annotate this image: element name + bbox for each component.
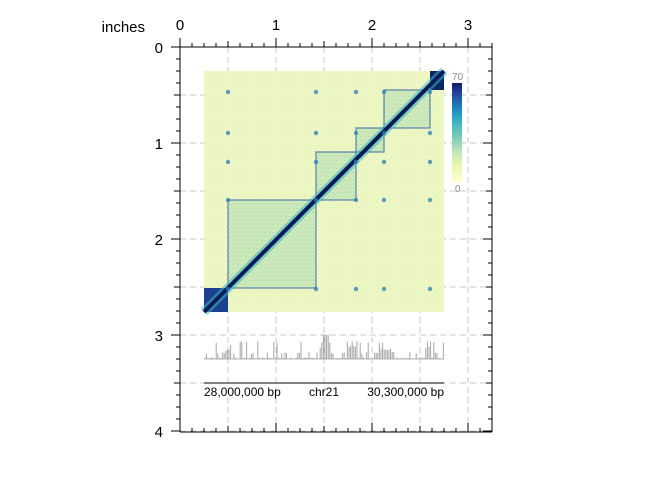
interaction-dot — [381, 159, 387, 165]
hic-heatmap — [200, 67, 448, 316]
top-ruler-label: 1 — [272, 17, 280, 34]
diagonal — [202, 69, 446, 314]
interaction-dot — [353, 130, 359, 136]
left-ruler — [171, 46, 181, 432]
left-ruler-label: 1 — [155, 136, 163, 153]
left-ruler-label: 0 — [155, 40, 163, 57]
interaction-dot — [225, 159, 231, 165]
color-scale-max-label: 70 — [452, 72, 464, 83]
interaction-dot — [353, 197, 359, 203]
top-ruler-label: 2 — [368, 17, 376, 34]
color-scale-min-label: 0 — [455, 184, 461, 195]
interaction-dot — [427, 130, 433, 136]
genome-end-label: 30,300,000 bp — [367, 385, 444, 399]
interaction-dot — [427, 197, 433, 203]
ruler-unit-label: inches — [102, 19, 145, 36]
interaction-dot — [427, 286, 433, 292]
interaction-dot — [313, 197, 319, 203]
interaction-dot — [313, 130, 319, 136]
interaction-dot — [353, 89, 359, 95]
interaction-dot — [225, 197, 231, 203]
interaction-dots — [225, 89, 433, 292]
bottom-ruler — [179, 423, 493, 433]
interaction-dot — [381, 89, 387, 95]
interaction-dot — [353, 286, 359, 292]
interaction-dot — [225, 130, 231, 136]
interaction-dot — [225, 286, 231, 292]
interaction-dot — [313, 159, 319, 165]
interaction-dot — [225, 89, 231, 95]
interaction-dot — [427, 159, 433, 165]
right-ruler — [483, 46, 493, 432]
genome-start-label: 28,000,000 bp — [204, 385, 281, 399]
interaction-dot — [381, 286, 387, 292]
signal-track — [204, 335, 444, 359]
left-ruler-label: 4 — [155, 424, 163, 441]
interaction-dot — [381, 130, 387, 136]
top-ruler-label: 3 — [464, 17, 472, 34]
color-scale-bar — [452, 83, 462, 183]
chromosome-label: chr21 — [309, 385, 339, 399]
interaction-dot — [313, 286, 319, 292]
top-ruler-label: 0 — [176, 17, 184, 34]
interaction-dot — [427, 89, 433, 95]
interaction-dot — [381, 197, 387, 203]
top-ruler — [179, 38, 493, 48]
left-ruler-label: 2 — [155, 232, 163, 249]
left-ruler-label: 3 — [155, 328, 163, 345]
interaction-dot — [353, 159, 359, 165]
interaction-dot — [313, 89, 319, 95]
